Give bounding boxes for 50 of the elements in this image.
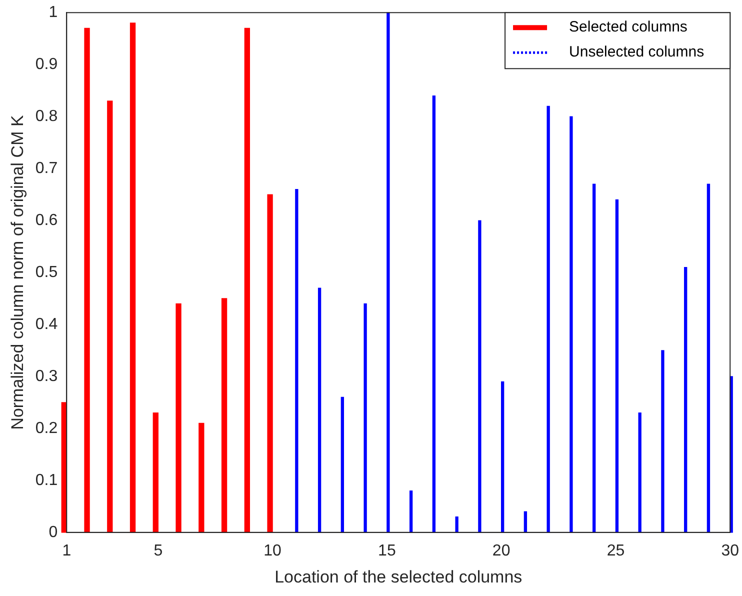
x-tick-label: 25 [606,542,625,560]
y-tick-label: 0.1 [35,472,58,489]
bar [244,28,250,533]
x-tick-label: 15 [378,542,396,560]
bar [546,106,550,533]
bar [592,184,596,533]
y-tick-label: 0.3 [35,368,58,385]
x-tick-label: 10 [264,542,282,560]
bar [176,303,182,533]
y-tick-label: 0.4 [35,316,58,333]
y-tick-label: 0.2 [35,420,58,437]
y-tick-label: 0.7 [35,160,58,177]
y-tick-label: 0 [48,524,58,541]
bar [500,381,504,533]
bar [267,194,273,533]
bar [638,412,642,533]
bar [198,422,204,533]
legend-label: Selected columns [569,18,688,36]
bar [684,266,688,533]
bar [478,220,482,533]
bar [295,189,298,533]
y-axis-title: Normalized column norm of original CM K [8,114,27,430]
bar [84,28,90,533]
bar [152,412,158,533]
bar [661,350,664,533]
bar [706,184,710,533]
x-tick-label: 1 [62,542,72,560]
bar [221,298,228,533]
bar [409,490,413,533]
bar [340,396,344,533]
bar [524,511,528,533]
bar [432,95,436,533]
bar [130,22,136,533]
x-tick-label: 5 [154,542,163,560]
y-tick-label: 0.6 [35,212,58,229]
bar [386,12,390,533]
bar [455,516,458,533]
x-tick-label: 30 [721,542,740,560]
bar [318,288,322,533]
y-tick-label: 0.5 [35,264,58,281]
bar [615,199,619,533]
legend-label: Unselected columns [569,44,704,61]
x-tick-label: 20 [492,542,510,560]
y-tick-label: 1 [48,4,58,22]
y-tick-label: 0.9 [35,56,58,73]
y-tick-label: 0.8 [35,108,58,125]
bar [364,303,367,533]
bar [570,116,573,533]
bar [107,100,113,533]
x-axis-title: Location of the selected columns [274,567,522,586]
